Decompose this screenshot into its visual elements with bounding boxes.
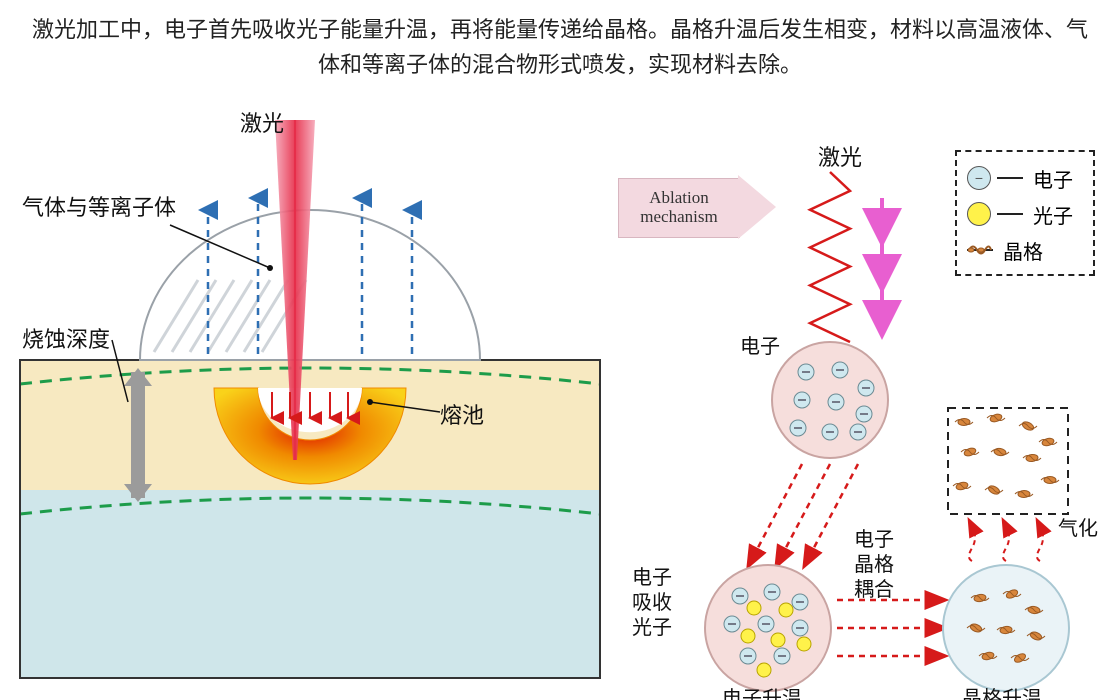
label-coupling: 电子晶格耦合 [854, 528, 894, 603]
label-absorb: 电子吸收光子 [632, 566, 672, 641]
label-electron: 电子 [740, 330, 780, 359]
label-electron-heat: 电子升温 [722, 682, 802, 700]
label-lattice-heat: 晶格升温 [962, 682, 1042, 700]
label-vapor: 气化 [1058, 512, 1098, 541]
right-panel-svg [0, 0, 1120, 700]
diagram-canvas: 激光加工中，电子首先吸收光子能量升温，再将能量传递给晶格。晶格升温后发生相变，材… [0, 0, 1120, 700]
